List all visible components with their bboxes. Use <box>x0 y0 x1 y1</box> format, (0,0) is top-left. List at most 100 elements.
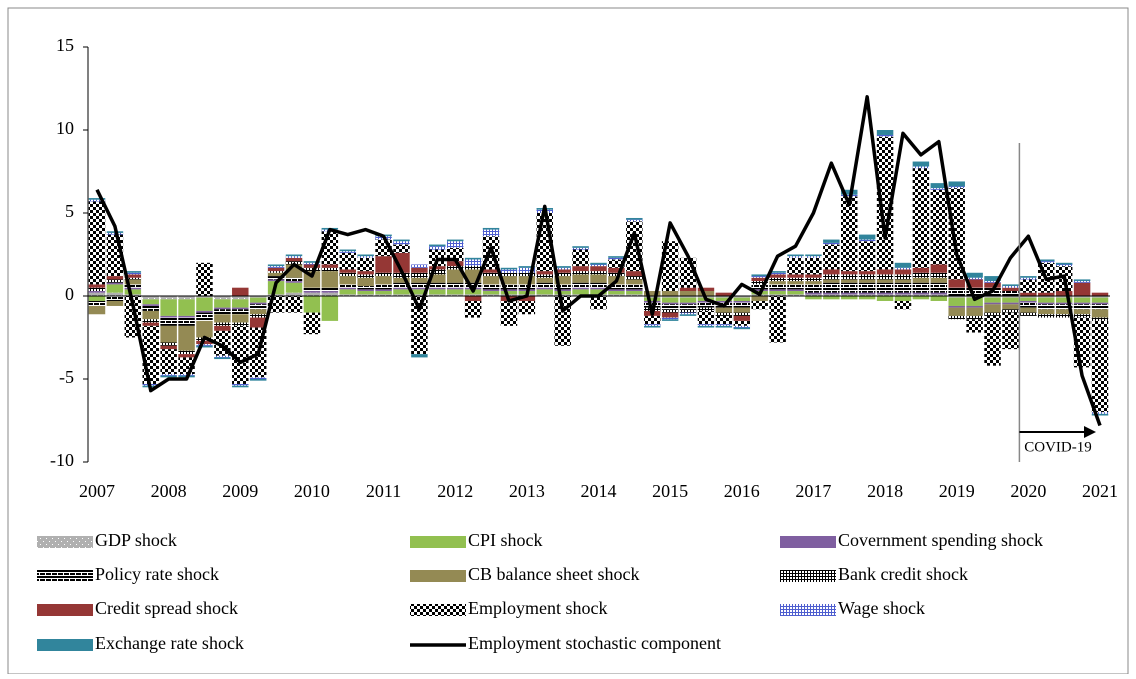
bar <box>805 274 822 278</box>
bar <box>267 271 285 273</box>
bar <box>196 340 213 345</box>
bar <box>446 269 464 283</box>
bar <box>948 181 965 187</box>
bar <box>429 282 446 288</box>
bar <box>357 254 374 257</box>
bar <box>1038 314 1055 318</box>
bar <box>536 294 554 296</box>
bar <box>679 314 697 316</box>
x-tick-label: 2013 <box>509 481 545 501</box>
bar <box>930 296 948 301</box>
bar <box>984 315 1001 366</box>
bar <box>787 256 804 258</box>
bar <box>393 241 410 245</box>
bar <box>715 292 733 296</box>
bar <box>214 314 231 323</box>
bar <box>303 267 321 272</box>
bar <box>1002 284 1019 287</box>
bar <box>1073 282 1091 296</box>
bar <box>1038 304 1055 310</box>
bar <box>590 266 607 272</box>
bar <box>339 251 356 253</box>
x-tick-label: 2017 <box>795 481 831 501</box>
bar <box>948 188 965 280</box>
bar <box>1055 264 1073 267</box>
bar <box>1002 312 1019 350</box>
bar <box>554 266 571 268</box>
bar <box>267 272 285 277</box>
bar <box>88 198 106 200</box>
bar <box>733 325 751 328</box>
bar <box>966 277 983 280</box>
bar <box>518 272 536 277</box>
bar <box>464 259 482 267</box>
bar <box>1091 302 1109 305</box>
bar <box>661 317 679 320</box>
bar <box>912 296 930 300</box>
bar <box>124 294 142 296</box>
bar <box>321 267 339 272</box>
bar <box>464 266 482 270</box>
bar <box>733 315 751 321</box>
bar <box>805 277 822 282</box>
bar <box>124 289 142 295</box>
bar <box>446 294 464 296</box>
bar <box>285 281 303 283</box>
bar <box>769 272 786 275</box>
bar <box>643 296 661 298</box>
bar <box>805 292 822 295</box>
bar <box>984 302 1001 305</box>
bar <box>930 189 948 265</box>
bar <box>661 302 679 305</box>
bar <box>661 291 679 296</box>
bar <box>88 305 106 315</box>
bar <box>697 310 715 325</box>
bar <box>930 272 948 278</box>
bar <box>249 304 267 310</box>
bar <box>769 296 786 343</box>
bar <box>626 271 643 277</box>
bar <box>482 294 500 296</box>
bar <box>572 249 589 267</box>
bar <box>232 299 249 308</box>
bar <box>232 322 249 326</box>
bar <box>858 292 876 295</box>
bar <box>697 307 715 311</box>
bar <box>142 305 159 311</box>
bar <box>285 292 303 296</box>
bar <box>643 291 661 296</box>
bar <box>697 300 715 303</box>
bar <box>966 315 983 320</box>
bar <box>429 244 446 247</box>
bar <box>339 289 356 295</box>
bar <box>160 342 177 346</box>
bar <box>500 267 518 270</box>
bar <box>626 279 643 285</box>
bar <box>1073 296 1091 298</box>
x-tick-label: 2019 <box>939 481 975 501</box>
bar <box>984 296 1001 298</box>
bar <box>984 276 1001 282</box>
bar <box>375 256 392 273</box>
bar <box>518 300 536 315</box>
bar <box>626 284 643 290</box>
bar <box>894 269 912 275</box>
x-tick-label: 2010 <box>294 481 330 501</box>
bar <box>88 300 106 306</box>
bar <box>500 291 518 295</box>
bar <box>214 309 231 315</box>
bar <box>285 282 303 293</box>
bar <box>446 261 464 267</box>
bar <box>769 271 786 273</box>
bar <box>572 289 589 295</box>
bar <box>357 291 374 295</box>
bar <box>160 374 177 376</box>
bar <box>590 262 607 265</box>
bar <box>876 130 894 135</box>
bar <box>1020 312 1037 316</box>
bar <box>966 287 983 296</box>
bar <box>912 277 930 283</box>
bar <box>1091 296 1109 298</box>
bar <box>429 289 446 295</box>
bar <box>446 239 464 242</box>
